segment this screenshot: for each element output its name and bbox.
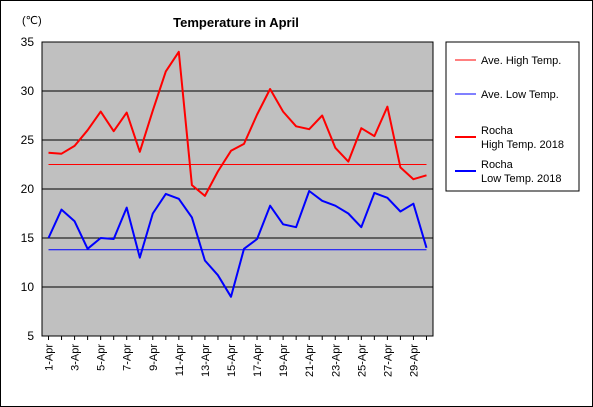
x-tick-label: 21-Apr (304, 344, 316, 377)
x-tick-label: 27-Apr (382, 344, 394, 377)
legend: Ave. High Temp. Ave. Low Temp. Rocha High T… (455, 55, 564, 185)
legend-label: Low Temp. 2018 (481, 173, 562, 185)
x-axis-ticks: 1-Apr 3-Apr 5-Apr 7-Apr 9-Apr 11-Apr 13-Apr 15-… (44, 336, 427, 377)
series-line-4 (47, 190, 428, 298)
legend-label: Rocha (481, 125, 514, 137)
x-tick-label: 25-Apr (356, 344, 368, 377)
x-tick-label: 1-Apr (44, 344, 56, 371)
legend-label: Rocha (481, 159, 514, 171)
x-tick-label: 15-Apr (226, 344, 238, 377)
y-unit-label: (℃) (22, 15, 42, 27)
x-tick-label: 19-Apr (278, 344, 290, 377)
x-tick-label: 23-Apr (330, 344, 342, 377)
x-tick-label: 9-Apr (148, 344, 160, 371)
legend-box (445, 41, 580, 192)
series-layer (47, 50, 428, 298)
x-tick-label: 11-Apr (174, 344, 186, 377)
x-tick-label: 17-Apr (252, 344, 264, 377)
legend-label: High Temp. 2018 (481, 139, 564, 151)
y-tick-label: 35 (21, 35, 35, 49)
x-tick-label: 29-Apr (408, 344, 420, 377)
y-tick-label: 10 (21, 280, 35, 294)
y-tick-label: 25 (21, 133, 35, 147)
y-tick-label: 15 (21, 231, 35, 245)
y-tick-label: 30 (21, 84, 35, 98)
x-tick-label: 3-Apr (70, 344, 82, 371)
x-tick-label: 13-Apr (200, 344, 212, 377)
x-tick-label: 7-Apr (122, 344, 134, 371)
chart-title: Temperature in April (173, 15, 299, 30)
y-tick-label: 5 (27, 329, 34, 343)
x-tick-label: 5-Apr (96, 344, 108, 371)
series-line-3 (48, 50, 427, 197)
y-axis-ticks: 5 10 15 20 25 30 35 (21, 35, 35, 343)
legend-label: Ave. High Temp. (481, 55, 561, 67)
legend-label: Ave. Low Temp. (481, 89, 559, 101)
y-tick-label: 20 (21, 182, 35, 196)
